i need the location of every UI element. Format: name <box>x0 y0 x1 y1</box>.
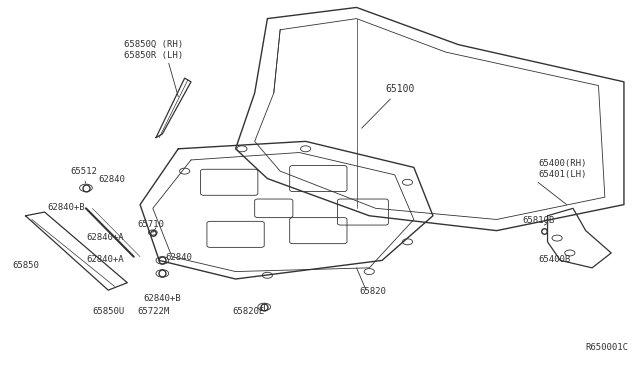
Text: 65820: 65820 <box>360 287 387 296</box>
Text: 65100: 65100 <box>362 84 415 128</box>
Text: 62840+A: 62840+A <box>86 255 124 264</box>
Text: 65850U: 65850U <box>92 307 125 316</box>
Text: 65850Q (RH)
65850R (LH): 65850Q (RH) 65850R (LH) <box>124 40 183 60</box>
Text: 65512: 65512 <box>70 167 97 183</box>
Text: 65820E: 65820E <box>232 307 264 316</box>
Text: 62840+A: 62840+A <box>86 233 124 242</box>
Text: 62840+B: 62840+B <box>143 294 181 303</box>
Text: 62840: 62840 <box>99 175 125 184</box>
Text: 62840+B: 62840+B <box>48 203 85 212</box>
Text: 65400(RH)
65401(LH): 65400(RH) 65401(LH) <box>538 159 586 179</box>
Text: 65850: 65850 <box>13 261 40 270</box>
Text: 65810B: 65810B <box>522 216 554 225</box>
Text: 65722M: 65722M <box>137 307 169 316</box>
Text: R650001C: R650001C <box>586 343 628 352</box>
Text: 65400B: 65400B <box>538 255 570 264</box>
Text: 62840: 62840 <box>166 253 193 262</box>
Text: 65710: 65710 <box>137 220 164 229</box>
